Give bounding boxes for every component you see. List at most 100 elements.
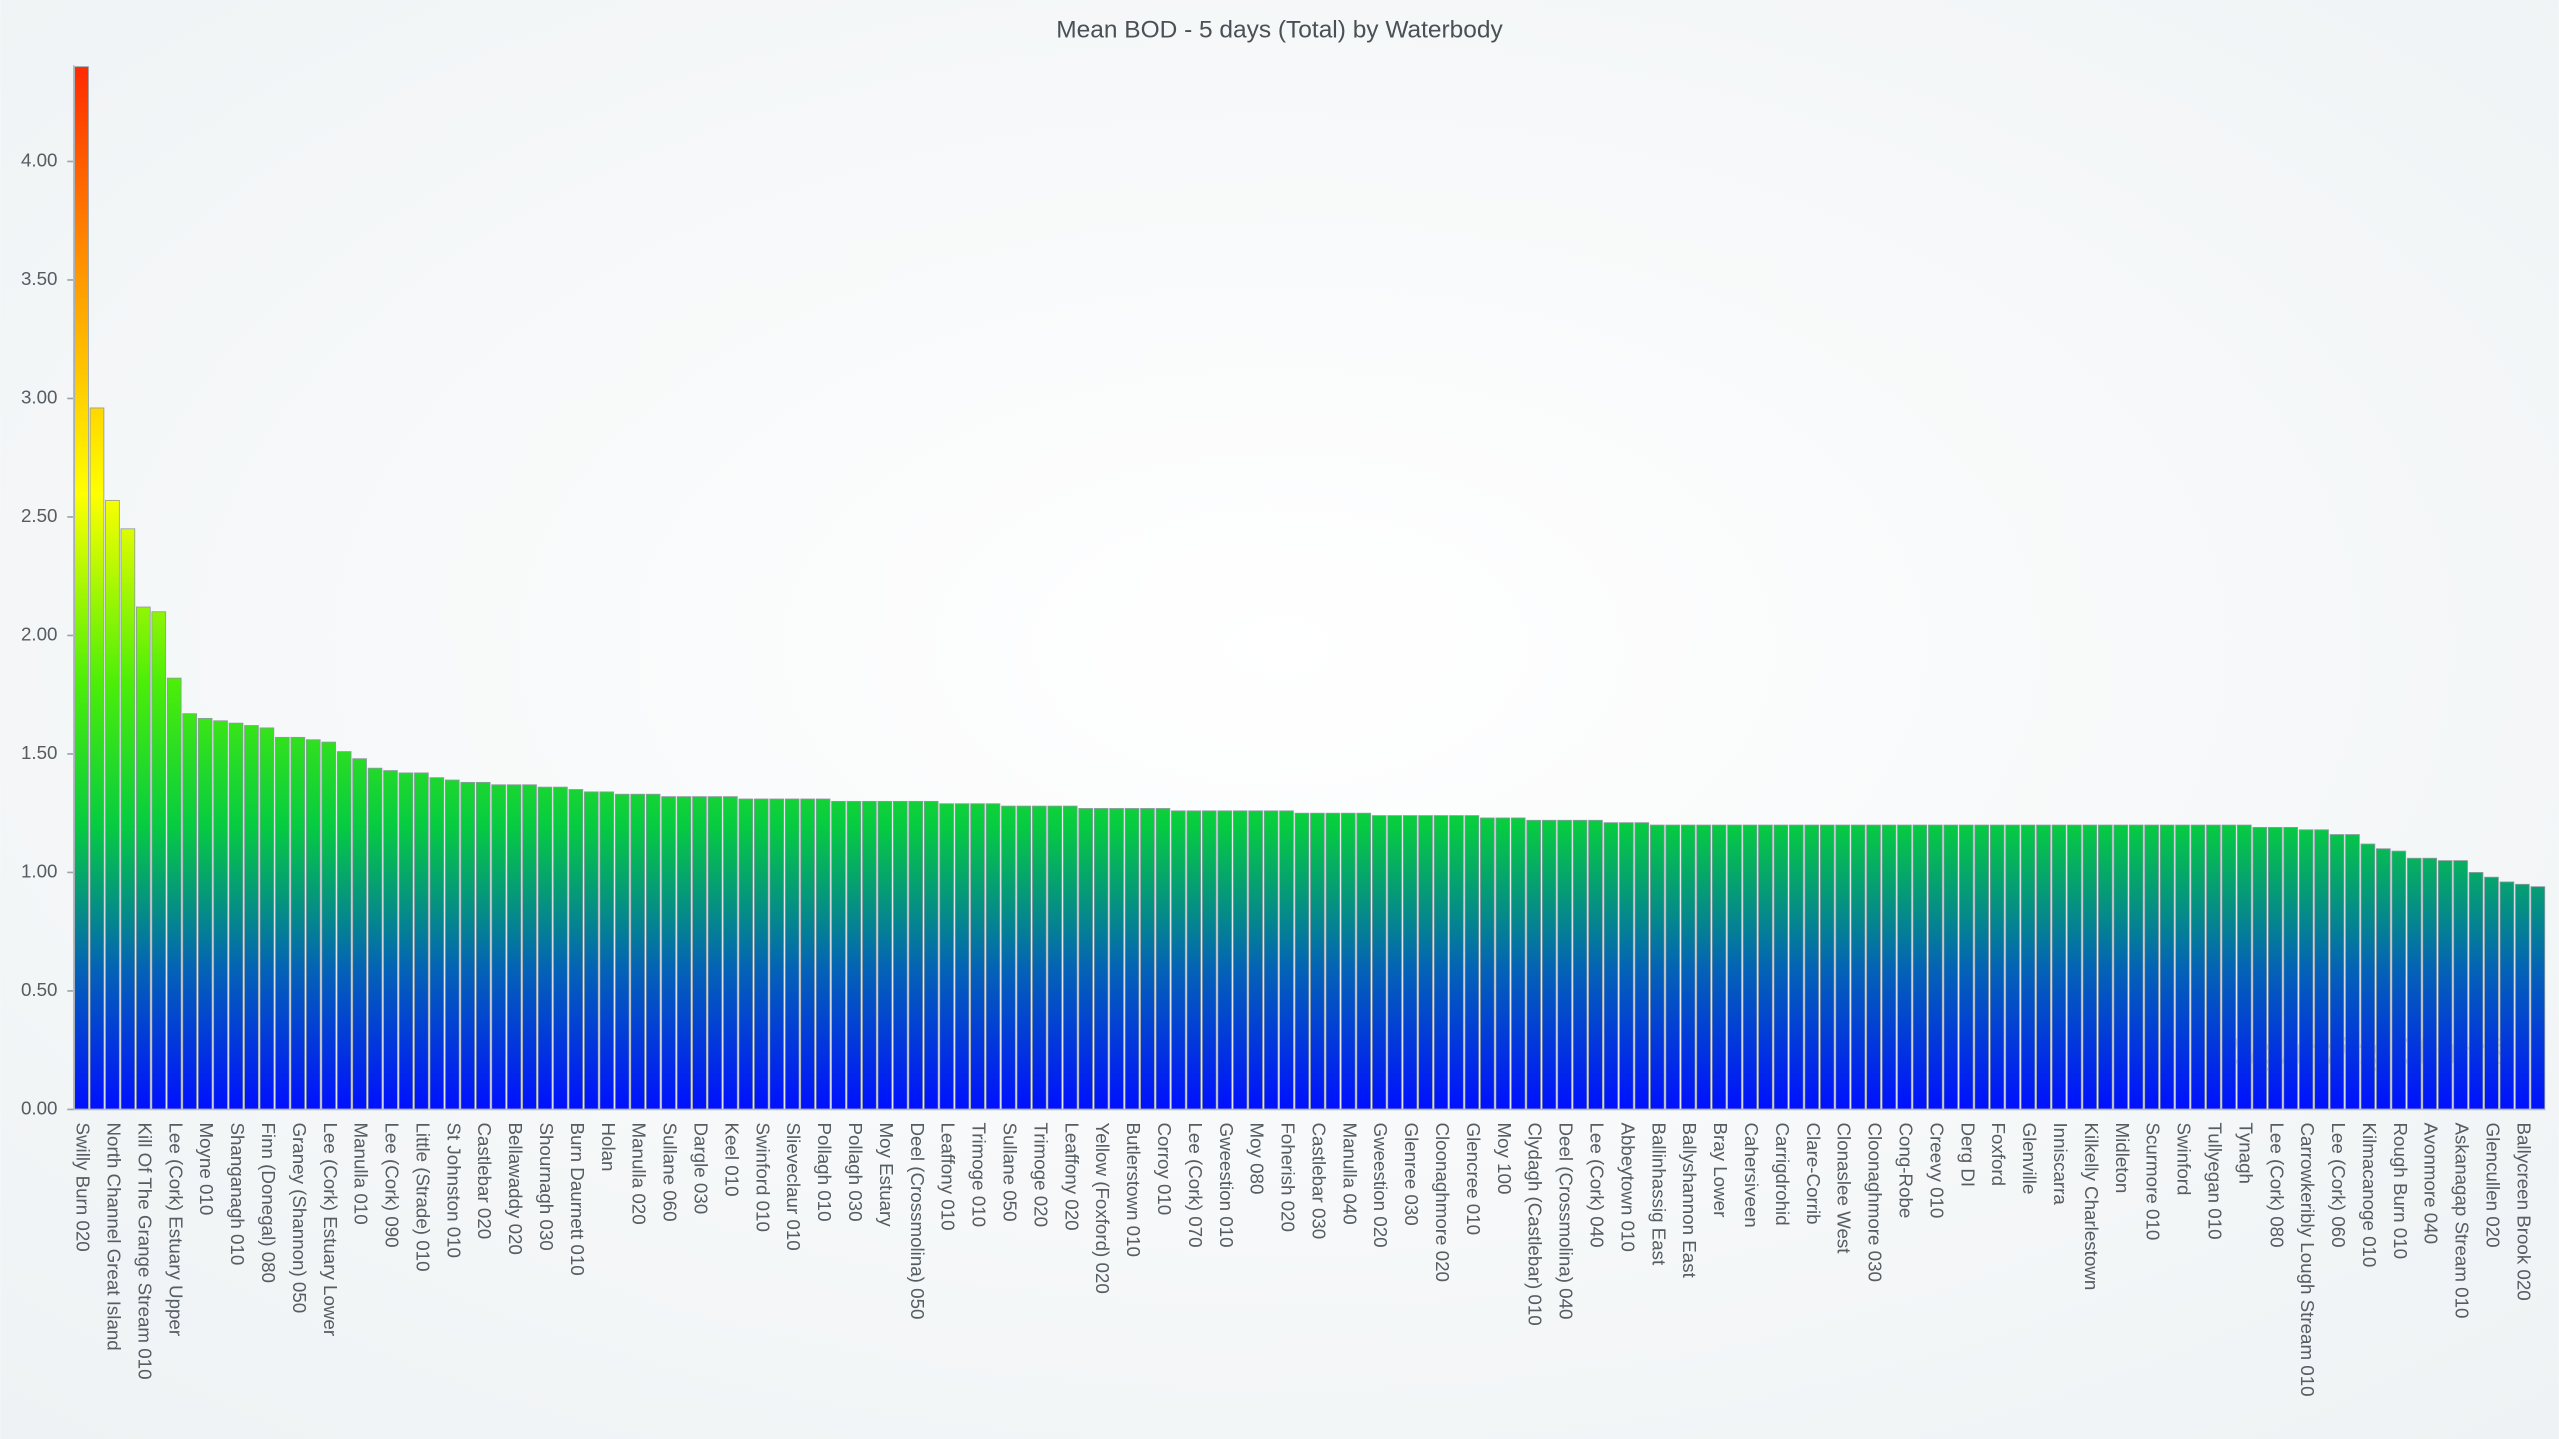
x-tick-label: Swinford [2174,1122,2195,1195]
y-tick-label: 4.00 [21,149,58,170]
bar [1788,824,1804,1110]
bar [1325,812,1341,1110]
bar [1649,824,1665,1110]
bar [444,779,460,1110]
x-tick-label: Clonaslee West [1834,1122,1855,1254]
bar [537,786,553,1110]
x-tick-label: Glenville [2019,1122,2040,1194]
bar [1310,812,1325,1110]
x-tick-label: Clare-Corrib [1803,1122,1824,1224]
bar [707,796,723,1110]
bar [398,772,414,1110]
bar [692,796,707,1110]
bar [197,717,213,1110]
bar [2484,876,2499,1110]
bar [321,741,337,1110]
bar [1217,810,1233,1110]
x-tick-label: Butlerstown 010 [1123,1122,1144,1256]
y-tick-label: 2.00 [21,623,58,644]
x-tick-label: Sullane 060 [660,1122,681,1221]
x-tick-label: Finn (Donegal) 080 [258,1122,279,1283]
bar [305,739,321,1110]
bar [1619,822,1634,1110]
bar [1665,824,1681,1110]
x-tick-label: Ballyshannon East [1679,1122,1700,1278]
bar [1588,819,1603,1110]
bar [2128,824,2144,1110]
x-tick-label: Moy 080 [1247,1122,1268,1194]
bar [1124,808,1140,1110]
bar [970,803,985,1110]
bar [2391,850,2407,1110]
bar [2190,824,2206,1110]
x-tick-label: Graney (Shannon) 050 [289,1122,310,1313]
bar [723,796,738,1110]
x-tick-label: Gweestion 010 [1216,1122,1237,1247]
bar [2437,860,2453,1110]
bar [2082,824,2098,1110]
x-tick-label: Carrowkeribly Lough Stream 010 [2297,1122,2318,1396]
bar [120,528,136,1110]
bar [166,677,182,1110]
bar [1928,824,1943,1110]
bar [753,798,769,1110]
y-tick-label: 0.50 [21,979,58,1000]
bar [336,751,352,1110]
bar [2515,883,2530,1110]
bar [2406,857,2422,1110]
bar [1294,812,1310,1110]
bar [2267,827,2283,1110]
bar [1974,824,1990,1110]
x-tick-label: Cloonaghmore 030 [1865,1122,1886,1282]
x-tick-label: Askanagap Stream 010 [2452,1122,2473,1318]
bar [1232,810,1248,1110]
x-tick-label: Lee (Cork) 090 [382,1122,403,1247]
bar [1109,808,1124,1110]
bar [367,767,383,1110]
bar [1418,815,1433,1110]
x-tick-label: Lee (Cork) Estuary Upper [165,1122,186,1336]
bar [846,800,862,1110]
bar [2283,827,2298,1110]
bar [2298,829,2314,1110]
x-tick-label: Glenree 030 [1401,1122,1422,1225]
bar [2499,881,2515,1110]
bar [475,781,491,1110]
x-tick-label: Manulla 010 [351,1122,372,1224]
x-tick-label: Pollagh 030 [845,1122,866,1221]
x-tick-label: Glencullen 020 [2483,1122,2504,1247]
x-tick-label: Manulla 020 [629,1122,650,1224]
bar [1171,810,1186,1110]
bar [1510,817,1526,1110]
bar [491,784,506,1110]
bar [2329,834,2345,1110]
bar [738,798,754,1110]
bar [2376,848,2391,1110]
x-tick-label: Trimoge 010 [969,1122,990,1227]
bar [105,499,120,1110]
bar [228,722,244,1110]
x-tick-label: Glencree 010 [1463,1122,1484,1235]
bar [414,772,429,1110]
y-tick-label: 0.00 [21,1097,58,1118]
x-tick-label: Carrigdrohid [1772,1122,1793,1225]
y-tick-label: 1.50 [21,742,58,763]
bar [1016,805,1032,1110]
bar [1850,824,1866,1110]
bar [1541,819,1557,1110]
bar [645,793,661,1110]
x-tick-label: Cahersiveen [1741,1122,1762,1227]
bar [1835,824,1850,1110]
bar [908,800,924,1110]
x-tick-label: Foxford [1988,1122,2009,1186]
x-tick-label: Lee (Cork) Estuary Lower [320,1122,341,1336]
bar [1464,815,1480,1110]
x-tick-label: Lee (Cork) 040 [1587,1122,1608,1247]
bar [2067,824,2082,1110]
x-tick-label: Derg DI [1957,1122,1978,1187]
x-tick-label: Midleton [2112,1122,2133,1193]
bar [1047,805,1063,1110]
bar [892,800,908,1110]
bar [2236,824,2252,1110]
